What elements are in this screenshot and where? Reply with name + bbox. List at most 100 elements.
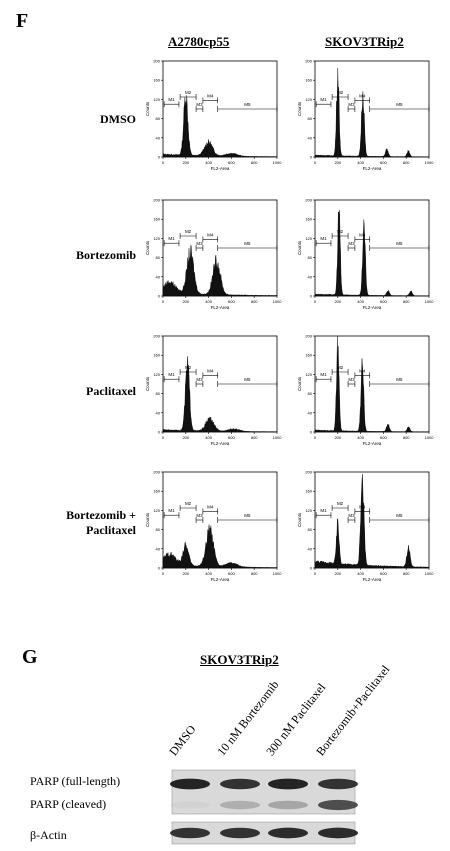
band-2-lane-2 — [268, 827, 308, 839]
y-tick-label: 40 — [308, 274, 313, 279]
x-tick-label: 400 — [357, 299, 364, 304]
y-tick-label: 200 — [305, 198, 312, 203]
gate-marker-m1: M1 — [163, 236, 180, 247]
y-tick-label: 160 — [305, 353, 312, 358]
x-tick-label: 800 — [251, 160, 258, 165]
gate-marker-m5: M5 — [217, 377, 278, 387]
x-axis-label: FL2-Area — [363, 577, 382, 582]
y-tick-label: 120 — [153, 236, 160, 241]
gate-marker-m1: M1 — [163, 372, 180, 383]
y-tick-label: 160 — [305, 489, 312, 494]
gate-marker-m5: M5 — [217, 513, 278, 523]
band-label-parp-full: PARP (full-length) — [30, 774, 121, 788]
x-axis-label: FL2-Area — [363, 166, 382, 171]
x-axis-label: FL2-Area — [211, 577, 230, 582]
y-tick-label: 160 — [153, 78, 160, 83]
y-tick-label: 0 — [310, 566, 313, 571]
histogram-2-0: 0 40 80 120 160 200 0 200 400 600 800 1000 FL2-Area C… — [145, 334, 282, 447]
band-label-parp-cleaved: PARP (cleaved) — [30, 797, 107, 811]
y-tick-label: 200 — [305, 470, 312, 475]
x-tick-label: 0 — [162, 299, 165, 304]
band-1-lane-1 — [220, 800, 260, 810]
gate-marker-m2: M2 — [331, 365, 349, 375]
gate-label: M3 — [196, 513, 203, 518]
gate-marker-m4: M4 — [354, 232, 371, 243]
gate-label: M2 — [337, 90, 344, 95]
y-tick-label: 80 — [156, 391, 161, 396]
y-tick-label: 80 — [308, 116, 313, 121]
y-tick-label: 120 — [153, 372, 160, 377]
x-tick-label: 600 — [228, 299, 235, 304]
y-tick-label: 80 — [156, 116, 161, 121]
row-label-bortezomib-paclitaxel: Bortezomib + Paclitaxel — [66, 508, 136, 537]
y-tick-label: 80 — [308, 255, 313, 260]
x-tick-label: 200 — [334, 571, 341, 576]
histogram-area — [314, 336, 430, 433]
y-tick-label: 40 — [308, 546, 313, 551]
x-tick-label: 800 — [403, 299, 410, 304]
x-tick-label: 600 — [228, 160, 235, 165]
histogram-area — [162, 524, 278, 569]
y-tick-label: 160 — [153, 353, 160, 358]
y-tick-label: 80 — [156, 527, 161, 532]
y-tick-label: 80 — [308, 391, 313, 396]
band-1-lane-3 — [318, 799, 358, 811]
gate-label: M1 — [320, 372, 327, 377]
y-tick-label: 40 — [308, 135, 313, 140]
gate-marker-m3: M3 — [347, 377, 356, 387]
x-tick-label: 600 — [228, 571, 235, 576]
gate-marker-m3: M3 — [195, 513, 204, 523]
gate-marker-m1: M1 — [315, 97, 332, 108]
band-2-lane-0 — [170, 827, 210, 839]
x-tick-label: 200 — [182, 160, 189, 165]
gate-marker-m1: M1 — [163, 508, 180, 519]
x-tick-label: 1000 — [425, 571, 435, 576]
x-tick-label: 400 — [205, 571, 212, 576]
x-tick-label: 400 — [357, 435, 364, 440]
histogram-1-0: 0 40 80 120 160 200 0 200 400 600 800 1000 FL2-Area C… — [145, 198, 282, 311]
gate-marker-m5: M5 — [217, 102, 278, 112]
x-tick-label: 200 — [182, 571, 189, 576]
row-label-dmso: DMSO — [100, 112, 136, 126]
x-tick-label: 400 — [357, 571, 364, 576]
gate-marker-m3: M3 — [195, 102, 204, 112]
band-label-beta-actin: β-Actin — [30, 828, 67, 842]
histogram-0-1: 0 40 80 120 160 200 0 200 400 600 800 1000 FL2-Area C… — [297, 59, 434, 172]
gate-label: M4 — [359, 93, 366, 98]
x-tick-label: 0 — [162, 571, 165, 576]
y-tick-label: 0 — [158, 155, 161, 160]
x-tick-label: 0 — [314, 299, 317, 304]
x-tick-label: 400 — [205, 160, 212, 165]
x-tick-label: 200 — [334, 435, 341, 440]
gate-marker-m2: M2 — [179, 365, 197, 375]
x-tick-label: 1000 — [425, 435, 435, 440]
blot-title: SKOV3TRip2 — [200, 652, 279, 667]
x-tick-label: 0 — [314, 160, 317, 165]
gate-marker-m2: M2 — [331, 501, 349, 511]
gate-marker-m4: M4 — [202, 504, 219, 515]
x-tick-label: 200 — [182, 435, 189, 440]
column-title-skov3trip2: SKOV3TRip2 — [325, 34, 404, 49]
x-tick-label: 600 — [228, 435, 235, 440]
x-axis-label: FL2-Area — [363, 305, 382, 310]
x-tick-label: 0 — [314, 435, 317, 440]
gate-marker-m4: M4 — [202, 232, 219, 243]
y-axis-label: Counts — [297, 512, 302, 527]
gate-marker-m4: M4 — [354, 93, 371, 104]
y-tick-label: 160 — [153, 489, 160, 494]
band-0-lane-2 — [268, 778, 308, 790]
x-tick-label: 1000 — [273, 571, 283, 576]
gate-label: M3 — [348, 102, 355, 107]
y-axis-label: Counts — [145, 512, 150, 527]
gate-label: M3 — [348, 377, 355, 382]
histogram-1-1: 0 40 80 120 160 200 0 200 400 600 800 1000 FL2-Area C… — [297, 198, 434, 311]
gate-marker-m3: M3 — [347, 102, 356, 112]
gate-marker-m5: M5 — [369, 377, 430, 387]
gate-marker-m1: M1 — [163, 97, 180, 108]
gate-label: M4 — [359, 232, 366, 237]
gate-marker-m4: M4 — [202, 93, 219, 104]
gate-label: M1 — [320, 97, 327, 102]
histogram-area — [162, 356, 278, 433]
y-tick-label: 120 — [153, 97, 160, 102]
gate-label: M3 — [196, 377, 203, 382]
